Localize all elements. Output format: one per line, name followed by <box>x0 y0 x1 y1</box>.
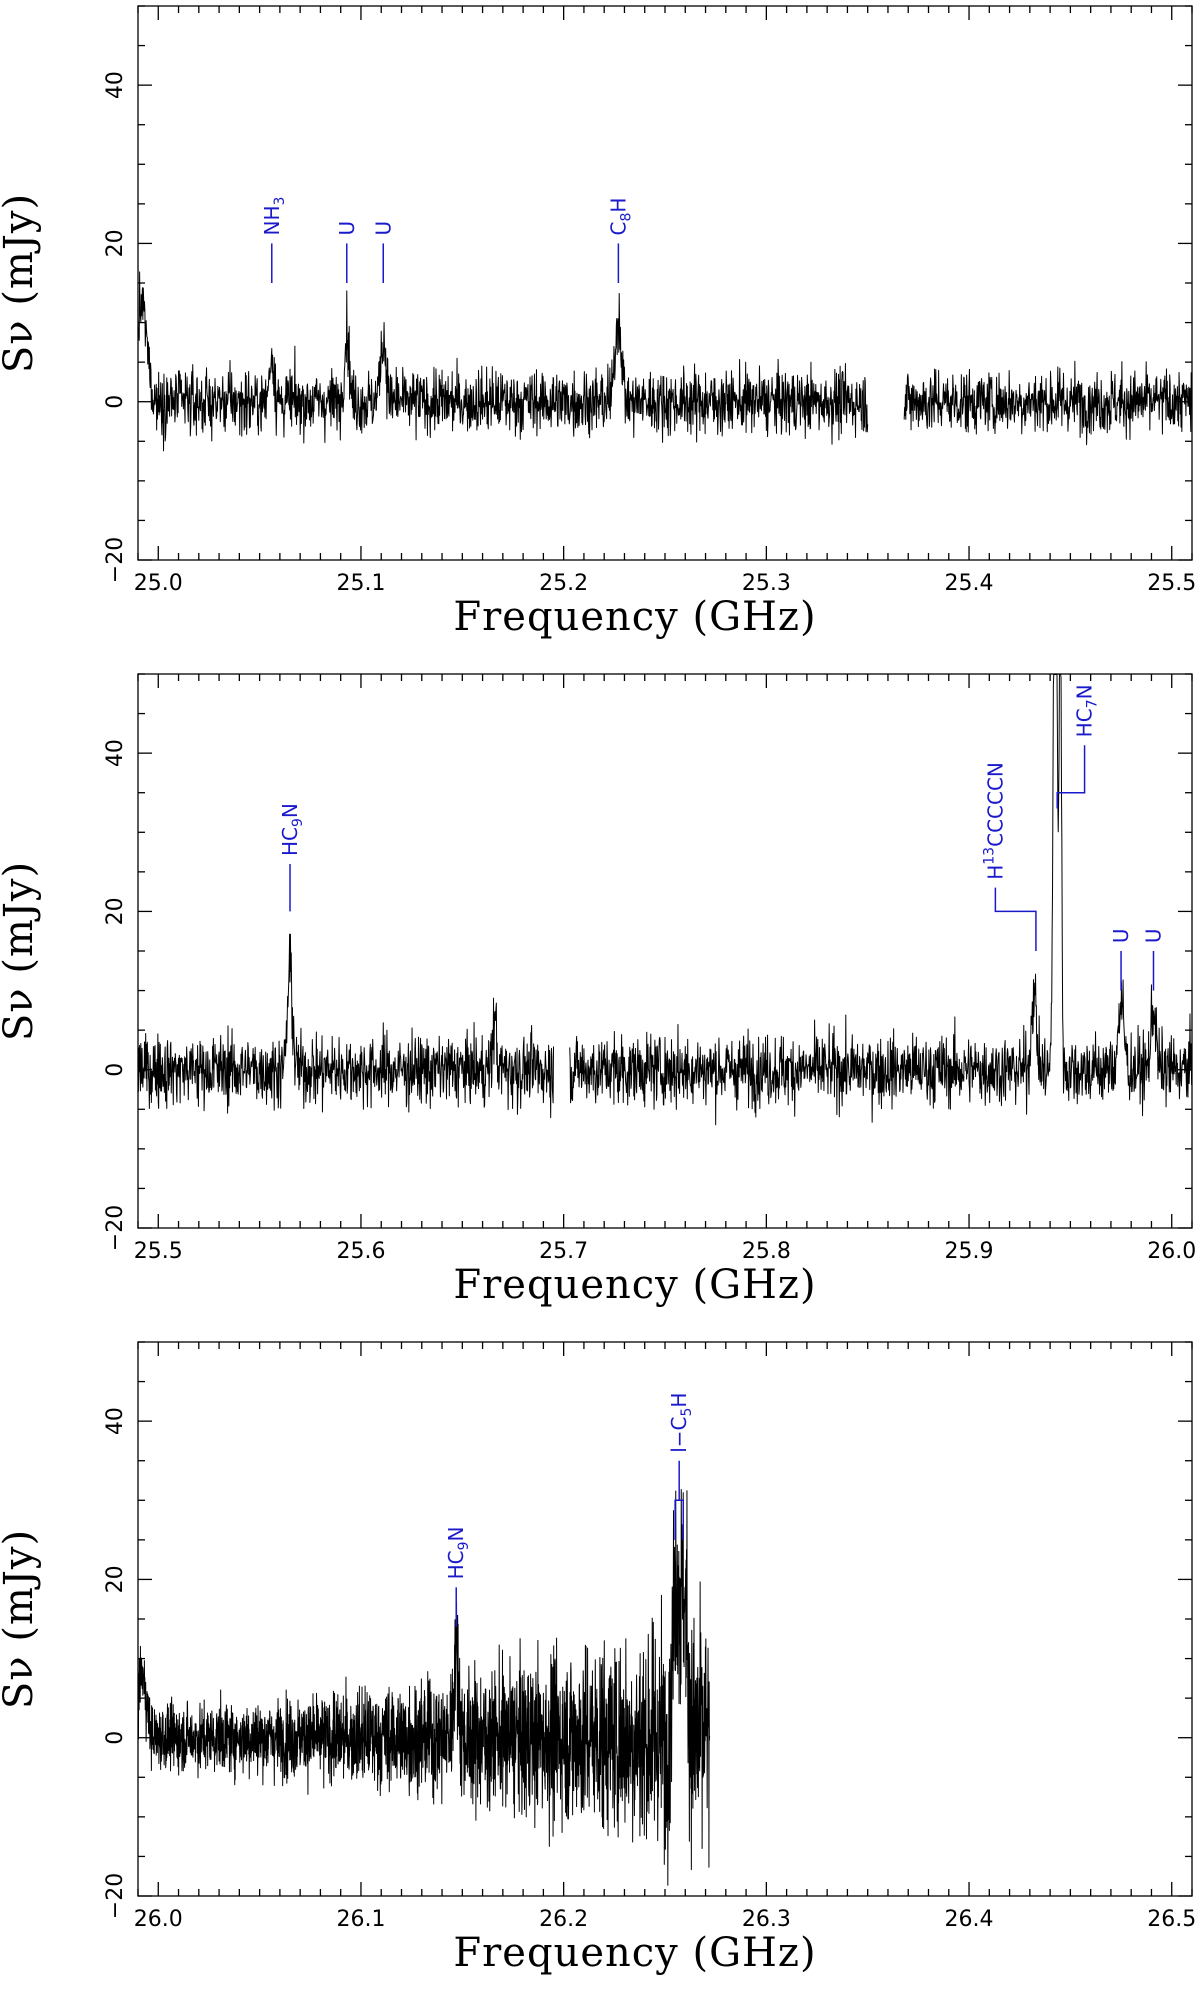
line-label: HC9N <box>278 803 306 856</box>
x-tick-label: 25.6 <box>336 1239 385 1264</box>
line-marker: C8H <box>606 198 634 283</box>
y-tick-label: −20 <box>103 1873 128 1919</box>
y-tick-label: −20 <box>103 537 128 583</box>
plot-frame <box>137 5 1193 561</box>
x-tick-label: 25.9 <box>945 1239 994 1264</box>
line-marker: l−C5H <box>667 1393 695 1540</box>
x-tick-label: 26.2 <box>539 1907 588 1932</box>
x-axis-title: Frequency (GHz) <box>453 1930 816 1976</box>
y-tick-label: 0 <box>103 1063 128 1077</box>
y-tick-label: 0 <box>103 395 128 409</box>
spectrum-trace <box>138 674 1192 1126</box>
plot-frame <box>137 673 1193 1229</box>
line-label: NH3 <box>260 197 288 236</box>
line-label: U <box>1141 928 1165 943</box>
y-axis-title: Sν (mJy) <box>0 1529 42 1709</box>
line-label: HC9N <box>444 1527 472 1580</box>
y-tick-label: −20 <box>103 1205 128 1251</box>
y-axis-title: Sν (mJy) <box>0 861 42 1041</box>
line-marker: HC9N <box>278 803 306 912</box>
x-tick-label: 26.0 <box>1147 1239 1196 1264</box>
x-tick-label: 25.0 <box>134 571 183 596</box>
x-tick-label: 26.0 <box>134 1907 183 1932</box>
y-tick-label: 20 <box>103 229 128 257</box>
line-marker: U <box>371 221 395 283</box>
x-tick-label: 25.1 <box>336 571 385 596</box>
y-tick-label: 40 <box>103 71 128 99</box>
line-label: C8H <box>606 198 634 236</box>
y-axis-title: Sν (mJy) <box>0 193 42 373</box>
y-tick-label: 40 <box>103 1407 128 1435</box>
x-tick-label: 25.2 <box>539 571 588 596</box>
x-tick-label: 26.1 <box>336 1907 385 1932</box>
spectrum-trace <box>138 1489 711 1886</box>
y-tick-label: 20 <box>103 1565 128 1593</box>
line-label: U <box>371 221 395 236</box>
x-tick-label: 25.7 <box>539 1239 588 1264</box>
x-tick-label: 26.3 <box>742 1907 791 1932</box>
line-marker: HC9N <box>444 1527 472 1627</box>
x-tick-label: 26.5 <box>1147 1907 1196 1932</box>
line-label: U <box>1109 928 1133 943</box>
x-axis-title: Frequency (GHz) <box>453 594 816 640</box>
line-label: l−C5H <box>667 1393 695 1453</box>
spectrum-panel-2: 25.5 25.6 25.7 25.8 25.9 26.0 −20 0 20 40 Frequenc… <box>0 673 1196 1308</box>
line-label: H13CCCCCN <box>981 762 1007 880</box>
x-tick-label: 25.8 <box>742 1239 791 1264</box>
x-axis-title: Frequency (GHz) <box>453 1262 816 1308</box>
line-marker: NH3 <box>260 197 288 283</box>
x-tick-label: 25.5 <box>1147 571 1196 596</box>
line-marker: H13CCCCCN <box>981 762 1037 951</box>
line-marker: U <box>1109 928 1133 991</box>
spectrum-panel-3: 26.0 26.1 26.2 26.3 26.4 26.5 −20 0 20 40 Frequenc… <box>0 1341 1196 1976</box>
y-tick-label: 0 <box>103 1731 128 1745</box>
spectrum-trace <box>138 271 1192 452</box>
y-tick-label: 40 <box>103 739 128 767</box>
x-tick-label: 25.5 <box>134 1239 183 1264</box>
line-marker: U <box>1141 928 1165 991</box>
y-tick-label: 20 <box>103 897 128 925</box>
x-tick-label: 25.3 <box>742 571 791 596</box>
line-marker: HC7N <box>1056 684 1101 809</box>
line-marker: U <box>335 221 359 283</box>
x-tick-label: 26.4 <box>945 1907 994 1932</box>
spectrum-panel-1: 25.0 25.1 25.2 25.3 25.4 25.5 −20 0 20 40 Frequenc… <box>0 5 1196 640</box>
line-label: U <box>335 221 359 236</box>
x-tick-label: 25.4 <box>945 571 994 596</box>
line-label: HC7N <box>1073 684 1101 737</box>
